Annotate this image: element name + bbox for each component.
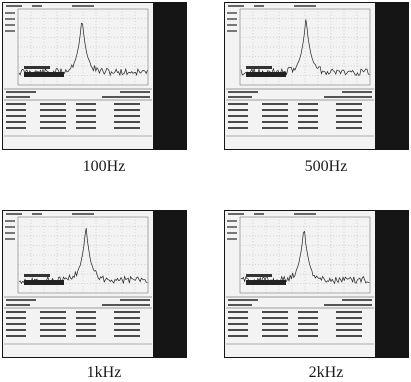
spectrum-screen-4: [224, 210, 409, 358]
spectrum-screen-1: [2, 2, 187, 150]
caption-2: 500Hz: [304, 158, 348, 175]
spectrum-graphic: [2, 2, 187, 150]
spectrum-graphic: [224, 2, 409, 150]
caption-4: 2kHz: [308, 364, 344, 381]
caption-3: 1kHz: [86, 364, 122, 381]
spectrum-screen-3: [2, 210, 187, 358]
spectrum-graphic: [2, 210, 187, 358]
spectrum-screen-2: [224, 2, 409, 150]
spectrum-graphic: [224, 210, 409, 358]
caption-1: 100Hz: [82, 158, 126, 175]
